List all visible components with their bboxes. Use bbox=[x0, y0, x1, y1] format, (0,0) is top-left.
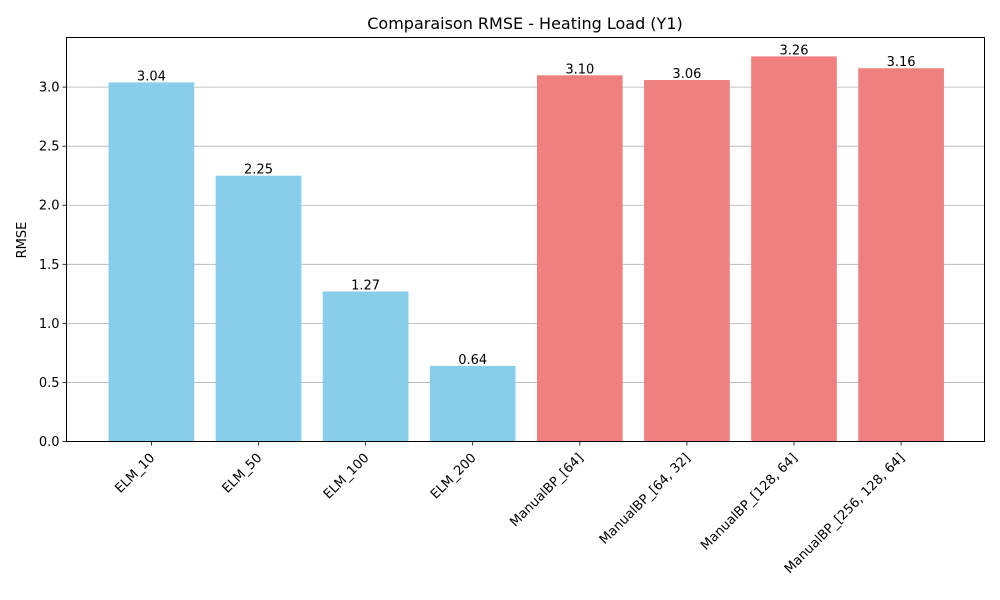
bar-value-label: 3.16 bbox=[887, 55, 916, 70]
x-tick-label: ELM_50 bbox=[220, 451, 266, 497]
bar-value-label: 0.64 bbox=[458, 353, 487, 368]
x-ticks-group: ELM_10 ELM_50 ELM_100 ELM_200 ManualBP_[64] M… bbox=[112, 441, 908, 577]
bar-value-label: 3.04 bbox=[137, 69, 166, 84]
bar bbox=[536, 75, 623, 442]
bar-value-label: 3.10 bbox=[565, 62, 594, 77]
y-tick-label: 3.0 bbox=[39, 81, 60, 96]
y-tick-label: 1.0 bbox=[39, 317, 60, 332]
bar-value-label: 3.06 bbox=[672, 67, 701, 82]
bar-value-label: 1.27 bbox=[351, 278, 380, 293]
y-tick-label: 2.5 bbox=[39, 140, 60, 155]
x-tick-label: ManualBP_[64] bbox=[507, 451, 586, 530]
bar bbox=[215, 175, 302, 442]
y-axis-label: RMSE bbox=[15, 222, 30, 259]
y-tick-label: 0.0 bbox=[39, 435, 60, 450]
bar-value-label: 3.26 bbox=[780, 43, 809, 58]
x-tick-label: ELM_100 bbox=[321, 451, 373, 503]
y-tick-label: 0.5 bbox=[39, 376, 60, 391]
bar bbox=[322, 291, 409, 442]
x-tick-label: ManualBP_[128, 64] bbox=[698, 451, 801, 554]
bar bbox=[858, 68, 944, 442]
bar bbox=[429, 365, 516, 442]
bar-labels-group: 3.04 2.25 1.27 0.64 3.10 3.06 3.26 3.16 bbox=[137, 43, 916, 367]
x-tick-label: ManualBP_[256, 128, 64] bbox=[782, 451, 908, 577]
bar bbox=[644, 80, 730, 442]
x-tick-label: ELM_200 bbox=[428, 451, 480, 503]
x-tick-label: ManualBP_[64, 32] bbox=[597, 451, 694, 548]
chart-title: Comparaison RMSE - Heating Load (Y1) bbox=[367, 14, 683, 33]
plot-frame bbox=[66, 37, 985, 442]
grid-lines bbox=[66, 86, 985, 442]
y-ticks-group: 0.0 0.5 1.0 1.5 2.0 2.5 3.0 bbox=[39, 81, 67, 450]
bar bbox=[108, 82, 195, 442]
bar bbox=[751, 56, 837, 442]
bars-group bbox=[108, 56, 944, 442]
y-tick-label: 2.0 bbox=[39, 199, 60, 214]
x-tick-label: ELM_10 bbox=[112, 451, 158, 497]
bar-value-label: 2.25 bbox=[244, 163, 273, 178]
y-tick-label: 1.5 bbox=[39, 258, 60, 273]
